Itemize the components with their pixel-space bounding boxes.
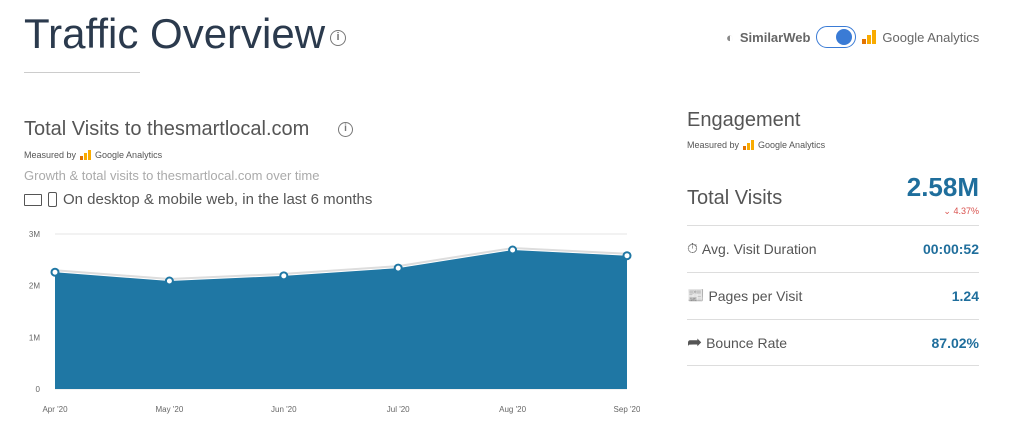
measured-by: Measured by Google Analytics	[24, 150, 162, 160]
x-tick-label: Jun '20	[271, 405, 297, 414]
toggle-knob	[836, 29, 853, 45]
metric-label: Bounce Rate	[706, 334, 788, 351]
x-tick-label: Sep '20	[614, 405, 640, 414]
data-point	[164, 276, 174, 286]
source-toggle[interactable]	[816, 26, 857, 48]
metric-pages-per-visit: 📰 Pages per Visit 1.24	[687, 272, 979, 318]
pages-icon: 📰	[687, 287, 705, 303]
metric-label: Pages per Visit	[708, 287, 803, 304]
mobile-icon	[48, 192, 57, 207]
x-tick-label: Aug '20	[499, 405, 526, 414]
metric-value: 00:00:52	[922, 240, 979, 257]
similarweb-label[interactable]: SimilarWeb	[739, 29, 811, 45]
provider-label: Google Analytics	[758, 140, 826, 150]
source-toggle-group: ◐ SimilarWeb Google Analytics	[726, 26, 979, 48]
series-outline	[54, 247, 628, 281]
y-tick-label: 3M	[29, 230, 40, 239]
desktop-icon	[24, 193, 42, 206]
metric-value: 1.24	[951, 287, 979, 304]
similarweb-logo-icon: ◐	[726, 29, 734, 45]
metric-bounce-rate: ➦ Bounce Rate 87.02%	[687, 319, 979, 365]
info-icon[interactable]: i	[338, 122, 353, 137]
total-visits-value: 2.58M	[906, 172, 979, 202]
x-tick-label: Apr '20	[42, 405, 68, 414]
data-point	[393, 263, 403, 273]
data-point	[279, 271, 289, 281]
google-analytics-logo-icon	[80, 150, 92, 160]
data-point	[508, 245, 518, 255]
data-point	[50, 267, 60, 277]
info-icon[interactable]: i	[330, 30, 346, 46]
engagement-title: Engagement	[687, 109, 801, 131]
y-tick-label: 1M	[29, 333, 40, 342]
scope-label: On desktop & mobile web, in the last 6 m…	[63, 191, 373, 208]
x-tick-label: May '20	[156, 405, 184, 414]
chevron-down-icon: ⌄	[943, 206, 954, 216]
stopwatch-icon: ⏱	[687, 240, 698, 256]
divider	[24, 72, 140, 73]
measured-by: Measured by Google Analytics	[687, 140, 825, 150]
data-point	[622, 251, 632, 261]
page-title: Traffic Overview	[24, 10, 326, 57]
y-tick-label: 0	[36, 385, 41, 394]
area-series	[55, 250, 627, 389]
bounce-arrow-icon: ➦	[687, 332, 703, 352]
x-tick-label: Jul '20	[387, 405, 410, 414]
visits-chart: 0 1M 2M 3M Apr '20 May '20 Jun '20 Jul '20 Aug '…	[29, 230, 640, 414]
total-visits-label: Total Visits	[687, 187, 783, 209]
google-analytics-logo-icon	[743, 140, 755, 150]
metric-avg-visit-duration: ⏱ Avg. Visit Duration 00:00:52	[687, 225, 979, 271]
divider	[687, 365, 979, 366]
metric-value: 87.02%	[931, 334, 979, 351]
measured-by-label: Measured by	[687, 140, 740, 150]
visits-subtitle: Growth & total visits to thesmartlocal.c…	[24, 168, 320, 183]
device-scope: On desktop & mobile web, in the last 6 m…	[24, 191, 372, 208]
metric-label: Avg. Visit Duration	[701, 240, 817, 257]
provider-label: Google Analytics	[95, 150, 163, 160]
total-visits-change: ⌄ 4.37%	[943, 206, 979, 217]
visits-title: Total Visits to thesmartlocal.com	[24, 118, 310, 140]
measured-by-label: Measured by	[24, 150, 77, 160]
y-tick-label: 2M	[29, 282, 40, 291]
google-analytics-label[interactable]: Google Analytics	[882, 29, 980, 45]
google-analytics-logo-icon	[862, 30, 877, 44]
change-value: 4.37%	[953, 206, 979, 216]
